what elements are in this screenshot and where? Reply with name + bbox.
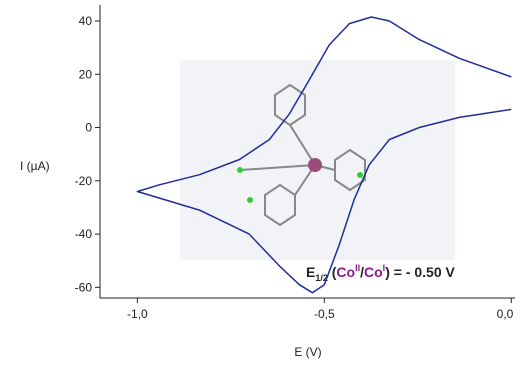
y-axis-label: I (µA) — [20, 159, 50, 173]
y-tick-label: 0 — [85, 121, 92, 135]
y-tick-label: 40 — [79, 14, 93, 28]
y-tick-label: -40 — [75, 227, 93, 241]
y-tick-label: -20 — [75, 174, 93, 188]
molecule-inset — [180, 60, 455, 260]
x-tick-label: -1,0 — [127, 307, 148, 321]
y-tick-label: -60 — [75, 280, 93, 294]
chart: I (µA) E (V) E1/2 (CoII/CoI) = - 0.50 V … — [0, 0, 521, 364]
y-tick-label: 20 — [79, 67, 93, 81]
x-tick-label: 0,0 — [497, 307, 514, 321]
x-tick-label: -0,5 — [314, 307, 335, 321]
x-axis-label: E (V) — [294, 345, 321, 359]
